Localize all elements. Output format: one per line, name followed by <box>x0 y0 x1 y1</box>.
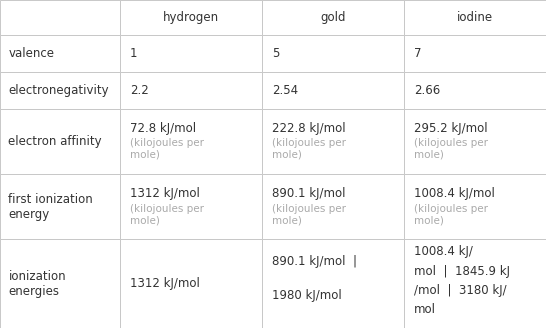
Text: 295.2 kJ/mol: 295.2 kJ/mol <box>414 122 488 134</box>
Text: 1312 kJ/mol: 1312 kJ/mol <box>130 277 200 290</box>
Text: 1980 kJ/mol: 1980 kJ/mol <box>272 289 342 302</box>
Text: first ionization
energy: first ionization energy <box>8 193 93 220</box>
Bar <box>262 72 404 109</box>
Bar <box>120 0 262 34</box>
Bar <box>120 34 262 72</box>
Bar <box>0 109 120 174</box>
Bar <box>0 0 120 34</box>
Text: 1008.4 kJ/mol: 1008.4 kJ/mol <box>414 187 495 200</box>
Text: electronegativity: electronegativity <box>8 84 109 96</box>
Text: (kilojoules per
mole): (kilojoules per mole) <box>130 138 204 160</box>
Text: /mol  |  3180 kJ/: /mol | 3180 kJ/ <box>414 284 507 297</box>
Text: 222.8 kJ/mol: 222.8 kJ/mol <box>272 122 346 134</box>
Bar <box>404 174 546 239</box>
Bar <box>404 239 546 328</box>
Bar <box>404 109 546 174</box>
Text: mol  |  1845.9 kJ: mol | 1845.9 kJ <box>414 265 510 277</box>
Text: 72.8 kJ/mol: 72.8 kJ/mol <box>130 122 196 134</box>
Text: 2.66: 2.66 <box>414 84 440 96</box>
Text: ionization
energies: ionization energies <box>8 270 66 297</box>
Bar <box>404 0 546 34</box>
Text: (kilojoules per
mole): (kilojoules per mole) <box>272 138 346 160</box>
Text: (kilojoules per
mole): (kilojoules per mole) <box>130 204 204 225</box>
Text: 1008.4 kJ/: 1008.4 kJ/ <box>414 245 473 258</box>
Text: 1312 kJ/mol: 1312 kJ/mol <box>130 187 200 200</box>
Bar <box>0 72 120 109</box>
Bar <box>0 34 120 72</box>
Bar <box>120 174 262 239</box>
Text: (kilojoules per
mole): (kilojoules per mole) <box>414 204 488 225</box>
Bar <box>262 239 404 328</box>
Text: (kilojoules per
mole): (kilojoules per mole) <box>414 138 488 160</box>
Bar <box>120 239 262 328</box>
Text: hydrogen: hydrogen <box>163 11 219 24</box>
Text: valence: valence <box>8 47 55 59</box>
Bar <box>262 109 404 174</box>
Text: 2.54: 2.54 <box>272 84 298 96</box>
Bar <box>262 34 404 72</box>
Text: electron affinity: electron affinity <box>8 135 102 148</box>
Text: 890.1 kJ/mol  |: 890.1 kJ/mol | <box>272 255 357 268</box>
Text: 7: 7 <box>414 47 422 59</box>
Text: iodine: iodine <box>457 11 493 24</box>
Bar <box>404 72 546 109</box>
Text: 890.1 kJ/mol: 890.1 kJ/mol <box>272 187 346 200</box>
Bar <box>120 109 262 174</box>
Text: 5: 5 <box>272 47 280 59</box>
Bar <box>404 34 546 72</box>
Text: (kilojoules per
mole): (kilojoules per mole) <box>272 204 346 225</box>
Bar <box>262 0 404 34</box>
Bar <box>262 174 404 239</box>
Bar <box>120 72 262 109</box>
Text: 1: 1 <box>130 47 138 59</box>
Text: gold: gold <box>321 11 346 24</box>
Bar <box>0 174 120 239</box>
Bar <box>0 239 120 328</box>
Text: mol: mol <box>414 303 436 316</box>
Text: 2.2: 2.2 <box>130 84 149 96</box>
